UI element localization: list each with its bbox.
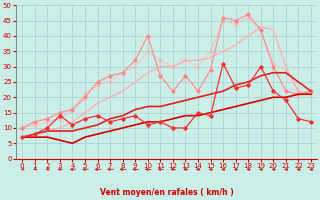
X-axis label: Vent moyen/en rafales ( km/h ): Vent moyen/en rafales ( km/h ) [100,188,234,197]
